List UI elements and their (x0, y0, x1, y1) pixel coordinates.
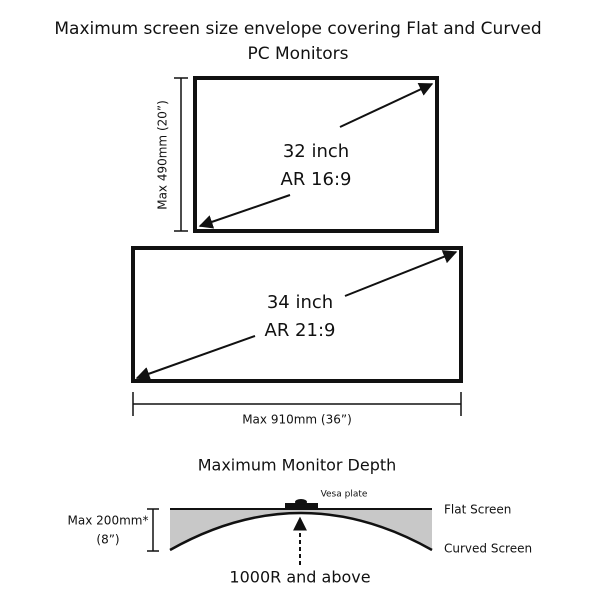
screen-32-outline (193, 76, 439, 233)
vesa-plate (285, 503, 318, 509)
depth-limit: Max 200mm* (68, 514, 149, 528)
radius-label: 1000R and above (229, 568, 370, 587)
curved-screen-line (169, 511, 433, 552)
diagonal-arrow (339, 82, 434, 128)
section-title: Maximum Monitor Depth (198, 456, 397, 475)
diagonal-arrow (344, 250, 458, 297)
diagonal-arrow (198, 194, 291, 229)
screen-34-outline (131, 246, 463, 383)
title-line: Maximum screen size envelope covering Fl… (54, 19, 541, 39)
screen-size: 32 inch (283, 141, 349, 162)
aspect-ratio: AR 16:9 (281, 169, 352, 190)
curved-label: Curved Screen (444, 542, 532, 556)
width-limit: Max 910mm (36”) (242, 413, 352, 427)
height-limit: Max 490mm (20”) (156, 100, 170, 210)
aspect-ratio: AR 21:9 (265, 320, 336, 341)
depth-area (170, 509, 432, 550)
vesa-label: Vesa plate (321, 490, 368, 500)
flat-label: Flat Screen (444, 503, 511, 517)
depth-limit: (8”) (96, 533, 119, 547)
vesa-knob (295, 499, 307, 505)
diagonal-arrow (135, 335, 256, 381)
title-line: PC Monitors (247, 44, 348, 64)
screen-size: 34 inch (267, 292, 333, 313)
